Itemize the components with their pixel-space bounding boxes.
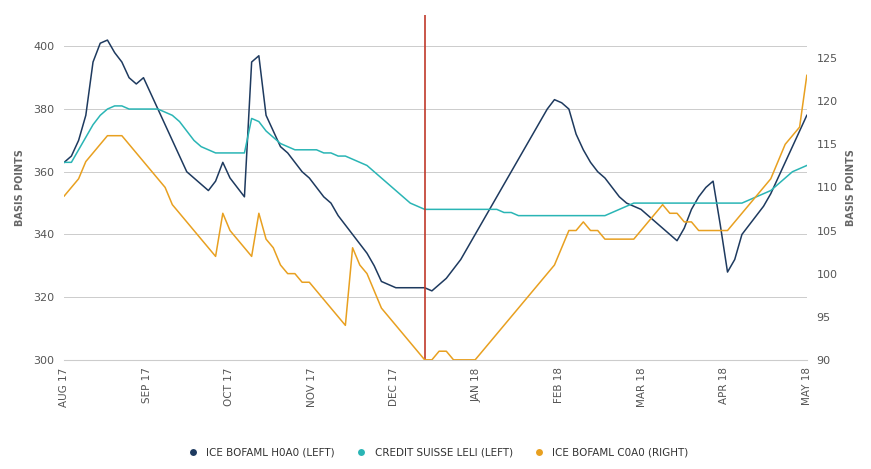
Y-axis label: BASIS POINTS: BASIS POINTS (15, 149, 25, 226)
Y-axis label: BASIS POINTS: BASIS POINTS (846, 149, 856, 226)
Legend: ICE BOFAML H0A0 (LEFT), CREDIT SUISSE LELI (LEFT), ICE BOFAML C0A0 (RIGHT): ICE BOFAML H0A0 (LEFT), CREDIT SUISSE LE… (179, 443, 692, 461)
